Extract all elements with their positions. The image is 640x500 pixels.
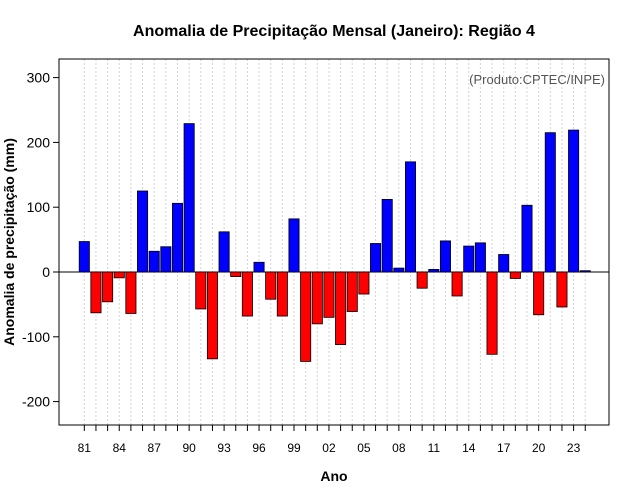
bar	[346, 271, 358, 312]
bar	[230, 271, 242, 277]
bar	[218, 231, 230, 273]
bar	[568, 129, 580, 273]
bar	[288, 218, 300, 273]
x-tick-label: 02	[322, 441, 336, 455]
bars	[78, 123, 591, 362]
x-tick-label: 05	[357, 441, 371, 455]
bar	[206, 271, 218, 360]
bar	[416, 271, 428, 289]
bar	[195, 271, 207, 310]
x-tick-label: 20	[532, 441, 546, 455]
chart-title: Anomalia de Precipitação Mensal (Janeiro…	[133, 23, 535, 40]
y-tick-label: 200	[27, 134, 51, 150]
x-tick-label: 84	[113, 441, 127, 455]
bar	[160, 246, 172, 273]
bar	[509, 271, 521, 279]
x-axis: 81 84 87 90 93 96 99 02 05 08 11 14 17 20 23	[78, 425, 586, 455]
bar	[171, 202, 183, 273]
plot-frame	[58, 58, 610, 426]
bar	[579, 270, 591, 273]
bar	[90, 271, 102, 314]
bar	[253, 261, 265, 273]
grid	[83, 59, 586, 425]
x-tick-label: 23	[567, 441, 581, 455]
bar	[323, 271, 335, 318]
bar	[241, 271, 253, 317]
bar	[183, 123, 195, 273]
bar	[521, 204, 533, 273]
y-tick-label: -100	[22, 329, 50, 345]
bar	[102, 271, 114, 303]
bar	[311, 271, 323, 325]
x-tick-label: 08	[392, 441, 406, 455]
bar	[78, 241, 90, 273]
bar	[544, 132, 556, 273]
x-tick-label: 17	[497, 441, 511, 455]
bar	[556, 271, 568, 308]
bar	[474, 242, 486, 273]
product-annotation: (Produto:CPTEC/INPE)	[469, 72, 605, 87]
x-tick-label: 93	[217, 441, 231, 455]
bar	[533, 271, 545, 316]
y-axis: -200 -100 0 100 200 300	[22, 70, 59, 410]
bar	[451, 271, 463, 297]
bar	[428, 269, 440, 273]
bar	[148, 250, 160, 273]
bar	[300, 271, 312, 362]
bar	[137, 190, 149, 273]
y-tick-label: 0	[42, 264, 50, 280]
bar	[393, 267, 405, 273]
x-tick-label: 14	[462, 441, 476, 455]
bar	[265, 271, 277, 300]
bar	[358, 271, 370, 295]
x-axis-label: Ano	[320, 468, 347, 484]
bar	[335, 271, 347, 345]
x-tick-label: 96	[252, 441, 266, 455]
x-tick-label: 81	[78, 441, 92, 455]
bar	[498, 254, 510, 273]
x-tick-label: 99	[287, 441, 301, 455]
y-tick-label: 300	[27, 70, 51, 86]
bar	[463, 245, 475, 273]
y-tick-label: -200	[22, 394, 50, 410]
y-axis-label: Anomalia de precipitação (mm)	[1, 138, 17, 346]
bar	[113, 271, 125, 279]
bar	[486, 271, 498, 355]
y-tick-label: 100	[27, 199, 51, 215]
bar	[276, 271, 288, 317]
bar	[370, 243, 382, 273]
bar	[381, 199, 393, 273]
x-tick-label: 90	[182, 441, 196, 455]
bar	[404, 161, 416, 273]
x-tick-label: 87	[148, 441, 162, 455]
bar	[439, 240, 451, 273]
x-tick-label: 11	[428, 441, 441, 455]
bar	[125, 271, 137, 314]
